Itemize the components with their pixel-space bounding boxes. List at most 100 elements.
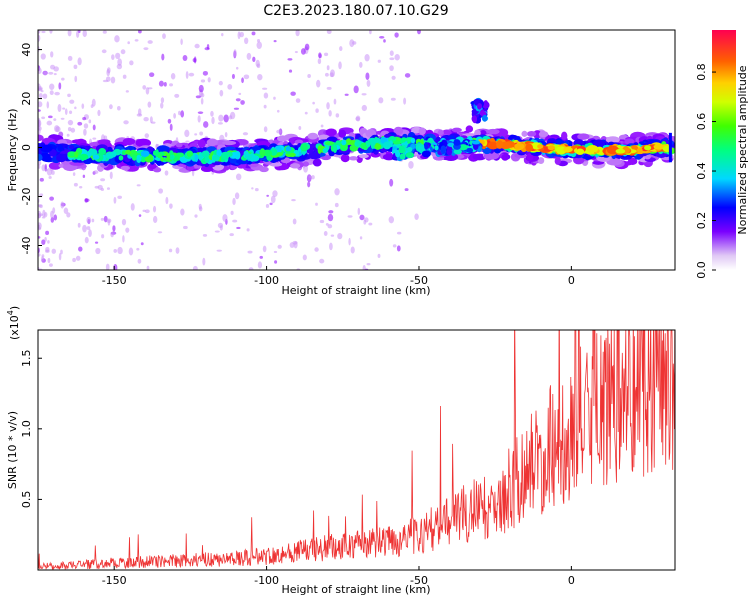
heatmap-cell xyxy=(113,196,117,204)
heatmap-cell xyxy=(404,73,411,78)
heatmap-cell xyxy=(39,204,43,209)
heatmap-cell xyxy=(84,198,90,203)
heatmap-cell xyxy=(38,160,42,166)
heatmap-cell xyxy=(235,173,242,181)
heatmap-cell xyxy=(482,101,490,109)
heatmap-cell xyxy=(355,115,361,122)
heatmap-cell xyxy=(125,90,129,93)
heatmap-cell xyxy=(175,142,183,148)
heatmap-cell xyxy=(324,52,329,57)
heatmap-cell xyxy=(277,244,282,249)
heatmap-cell xyxy=(377,59,381,63)
heatmap-cell xyxy=(128,247,134,256)
heatmap-cell xyxy=(194,154,199,163)
heatmap-cell xyxy=(60,249,63,255)
heatmap-cell xyxy=(60,201,65,209)
heatmap-cell xyxy=(280,158,291,164)
heatmap-cell xyxy=(86,216,91,224)
heatmap-cell xyxy=(39,193,44,197)
heatmap-cell xyxy=(136,247,140,251)
heatmap-cell xyxy=(352,41,357,45)
heatmap-cell xyxy=(272,190,278,198)
heatmap-cell xyxy=(294,139,304,144)
heatmap-cell xyxy=(362,264,366,270)
spectrogram-x-ticks: -150 -100 -50 0 xyxy=(102,266,575,287)
heatmap-cell xyxy=(38,86,43,92)
heatmap-cell xyxy=(115,52,121,60)
heatmap-cell xyxy=(140,150,150,158)
heatmap-cell xyxy=(202,233,208,237)
heatmap-cell xyxy=(361,93,367,96)
heatmap-cell xyxy=(257,261,263,269)
heatmap-cell xyxy=(451,127,462,133)
heatmap-cell xyxy=(86,226,91,230)
heatmap-cell xyxy=(219,89,224,97)
heatmap-cell xyxy=(38,34,41,42)
heatmap-cell xyxy=(46,167,53,176)
heatmap-cell xyxy=(120,49,126,55)
heatmap-cell xyxy=(537,144,544,149)
heatmap-cell xyxy=(67,151,77,157)
heatmap-cell xyxy=(118,155,124,161)
heatmap-cell xyxy=(379,36,385,39)
heatmap-cell xyxy=(223,114,229,123)
heatmap-cell xyxy=(45,230,50,235)
heatmap-cell xyxy=(110,151,117,158)
heatmap-cell xyxy=(216,249,222,252)
heatmap-cell xyxy=(97,184,103,190)
heatmap-cell xyxy=(256,63,261,69)
heatmap-cell xyxy=(48,176,52,179)
heatmap-cell xyxy=(325,128,337,136)
figure-title: C2E3.2023.180.07.10.G29 xyxy=(263,3,448,19)
heatmap-cell xyxy=(414,213,419,221)
heatmap-cell xyxy=(38,109,41,112)
snr-y-ticks: 0.5 1.0 1.5 xyxy=(20,349,42,508)
heatmap-cell xyxy=(40,153,51,162)
heatmap-cell xyxy=(330,234,335,237)
heatmap-cell xyxy=(54,91,60,96)
heatmap-cell xyxy=(417,30,421,35)
heatmap-cell xyxy=(122,235,125,243)
heatmap-cell xyxy=(246,228,250,232)
heatmap-cell xyxy=(143,117,149,122)
colorbar-tick-label: 0.0 xyxy=(695,261,708,279)
heatmap-cell xyxy=(173,113,176,119)
heatmap-cell xyxy=(326,86,332,90)
heatmap-cell xyxy=(222,214,228,222)
heatmap-cell xyxy=(333,98,337,105)
heatmap-cell xyxy=(287,58,293,61)
heatmap-cell xyxy=(170,73,176,80)
heatmap-cell xyxy=(50,51,54,58)
heatmap-cell xyxy=(40,90,44,93)
heatmap-cell xyxy=(88,119,92,124)
heatmap-cell xyxy=(160,102,164,109)
heatmap-cell xyxy=(125,227,130,233)
heatmap-cell xyxy=(185,140,190,143)
heatmap-cell xyxy=(274,260,278,264)
heatmap-cell xyxy=(41,256,44,262)
heatmap-cell xyxy=(266,194,270,197)
spectrogram-x-label: Height of straight line (km) xyxy=(281,284,430,297)
heatmap-cell xyxy=(317,145,322,154)
heatmap-cell xyxy=(440,145,447,155)
heatmap-cell xyxy=(142,85,147,90)
heatmap-cell xyxy=(106,69,110,77)
heatmap-cell xyxy=(91,98,96,107)
heatmap-cell xyxy=(162,33,166,39)
heatmap-cell xyxy=(137,108,142,116)
heatmap-cell xyxy=(69,99,75,104)
heatmap-cell xyxy=(487,141,499,150)
heatmap-cell xyxy=(175,247,180,254)
spectrogram-panel: -150 -100 -50 0 -40 -20 0 20 40 Height of strai… xyxy=(6,29,676,297)
heatmap-cell xyxy=(668,132,672,163)
heatmap-cell xyxy=(83,128,87,136)
heatmap-cell xyxy=(410,137,416,144)
heatmap-cell xyxy=(242,132,249,136)
heatmap-cell xyxy=(67,30,72,37)
heatmap-cell xyxy=(396,245,401,252)
scale-suffix: ) xyxy=(8,306,21,310)
heatmap-cell xyxy=(389,65,394,72)
heatmap-cell xyxy=(323,230,328,236)
heatmap-cell xyxy=(211,116,215,125)
heatmap-cell xyxy=(92,154,100,160)
